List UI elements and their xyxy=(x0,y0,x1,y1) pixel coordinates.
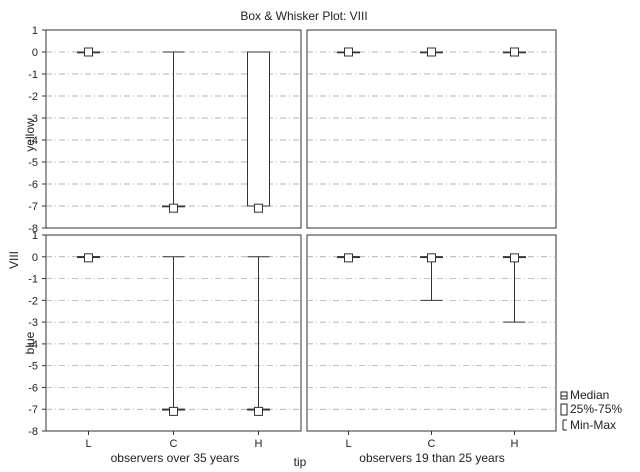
median-marker xyxy=(510,253,519,263)
median-marker xyxy=(427,47,436,57)
y-axis-title: VIII xyxy=(7,251,21,269)
x-tick-label: H xyxy=(511,438,519,450)
median-marker xyxy=(254,203,263,213)
panel-blue-over-35: 1 0 -1 -2 -3 -4 -5 -6 -7 -8 L C H xyxy=(28,230,302,450)
box-H xyxy=(247,51,270,213)
box-C xyxy=(162,256,185,416)
panel-yellow-over-35: 1 0 -1 -2 -3 -4 -5 -6 -7 -8 xyxy=(28,25,302,235)
panels-group: 10-1-2-3-4-5-6-7-810-1-2-3-4-5-6-7-8L C H L… xyxy=(28,25,557,450)
y-tick-label: -2 xyxy=(28,295,38,307)
y-tick-label: -2 xyxy=(28,91,38,103)
legend-box-label: 25%-75% xyxy=(570,402,622,416)
median-marker xyxy=(254,406,263,416)
legend-median-label: Median xyxy=(570,388,609,402)
column-label-over-35: observers over 35 years xyxy=(111,451,240,465)
y-tick-label: -8 xyxy=(28,426,38,438)
median-marker xyxy=(344,47,353,57)
panel-yellow-19-25 xyxy=(306,29,557,229)
panel-frame xyxy=(306,29,557,229)
y-tick-label: -1 xyxy=(28,69,38,81)
median-marker xyxy=(84,47,93,57)
chart-title: Box & Whisker Plot: VIII xyxy=(240,9,367,23)
box-H xyxy=(503,47,526,57)
y-tick-label: -3 xyxy=(28,317,38,329)
row-label-blue: blue xyxy=(23,331,37,354)
legend-minmax-icon xyxy=(562,419,567,431)
x-tick-label: L xyxy=(345,438,351,450)
legend: Median 25%-75% Min-Max xyxy=(560,388,622,432)
column-label-19-25: observers 19 than 25 years xyxy=(359,451,504,465)
median-marker xyxy=(169,406,178,416)
median-marker xyxy=(427,253,436,263)
median-marker xyxy=(169,203,178,213)
y-tick-label: -6 xyxy=(28,179,38,191)
y-tick-label: -8 xyxy=(28,223,38,235)
y-tick-label: -3 xyxy=(28,113,38,125)
row-label-yellow: yellow xyxy=(23,118,37,152)
box-C xyxy=(420,253,443,301)
median-marker xyxy=(84,253,93,263)
box-C xyxy=(420,47,443,57)
box-C xyxy=(162,51,185,213)
y-tick-label: -1 xyxy=(28,274,38,286)
box-L xyxy=(77,253,100,263)
box-H xyxy=(247,256,270,416)
legend-box-icon xyxy=(560,403,568,416)
y-tick-label: -4 xyxy=(28,135,38,147)
iqr-box xyxy=(247,51,270,207)
y-tick-label: -7 xyxy=(28,201,38,213)
y-tick-label: -5 xyxy=(28,361,38,373)
y-tick-label: 0 xyxy=(32,252,38,264)
y-tick-label: 0 xyxy=(32,47,38,59)
box-L xyxy=(337,47,360,57)
legend-median-icon xyxy=(560,391,568,400)
y-tick-label: 1 xyxy=(32,230,38,242)
x-tick-label: C xyxy=(428,438,436,450)
y-tick-label: -6 xyxy=(28,382,38,394)
y-tick-label: -5 xyxy=(28,157,38,169)
y-tick-label: -4 xyxy=(28,339,38,351)
y-tick-label: 1 xyxy=(32,25,38,37)
median-marker xyxy=(510,47,519,57)
x-axis-title: tip xyxy=(294,455,307,469)
box-L xyxy=(337,253,360,263)
median-marker xyxy=(344,253,353,263)
box-H xyxy=(503,253,526,323)
legend-minmax-label: Min-Max xyxy=(570,418,616,432)
x-tick-label: H xyxy=(255,438,263,450)
box-L xyxy=(77,47,100,57)
x-tick-label: C xyxy=(170,438,178,450)
x-tick-label: L xyxy=(85,438,91,450)
y-tick-label: -7 xyxy=(28,404,38,416)
